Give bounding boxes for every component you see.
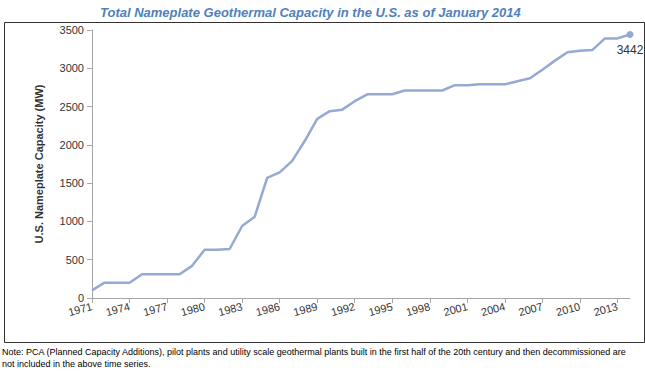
svg-text:1998: 1998 bbox=[405, 300, 432, 318]
svg-text:2010: 2010 bbox=[555, 300, 582, 318]
svg-text:1986: 1986 bbox=[254, 300, 281, 318]
svg-text:3442: 3442 bbox=[617, 43, 644, 57]
svg-text:2007: 2007 bbox=[517, 300, 544, 318]
svg-text:1977: 1977 bbox=[142, 300, 169, 318]
svg-text:1974: 1974 bbox=[104, 300, 131, 318]
svg-text:2004: 2004 bbox=[480, 300, 507, 318]
svg-text:1983: 1983 bbox=[217, 300, 244, 318]
svg-text:1980: 1980 bbox=[179, 300, 206, 318]
svg-text:500: 500 bbox=[66, 254, 84, 266]
svg-text:3500: 3500 bbox=[60, 24, 84, 36]
svg-text:Total Nameplate Geothermal Cap: Total Nameplate Geothermal Capacity in t… bbox=[100, 5, 521, 20]
svg-text:1971: 1971 bbox=[67, 300, 94, 318]
svg-text:2500: 2500 bbox=[60, 101, 84, 113]
svg-text:1989: 1989 bbox=[292, 300, 319, 318]
svg-text:0: 0 bbox=[77, 292, 84, 304]
svg-text:not included in the above time: not included in the above time series. bbox=[2, 359, 151, 369]
svg-text:2000: 2000 bbox=[60, 139, 84, 151]
svg-text:1992: 1992 bbox=[330, 300, 357, 318]
svg-text:3000: 3000 bbox=[60, 62, 84, 74]
svg-text:1000: 1000 bbox=[60, 215, 84, 227]
svg-text:1500: 1500 bbox=[60, 177, 84, 189]
svg-text:2001: 2001 bbox=[442, 300, 469, 318]
svg-text:Note: PCA (Planned Capacity Ad: Note: PCA (Planned Capacity Additions), … bbox=[2, 347, 628, 357]
svg-text:1995: 1995 bbox=[367, 300, 394, 318]
svg-text:2013: 2013 bbox=[592, 300, 619, 318]
svg-text:U.S. Nameplate Capacity (MW): U.S. Nameplate Capacity (MW) bbox=[33, 84, 45, 243]
